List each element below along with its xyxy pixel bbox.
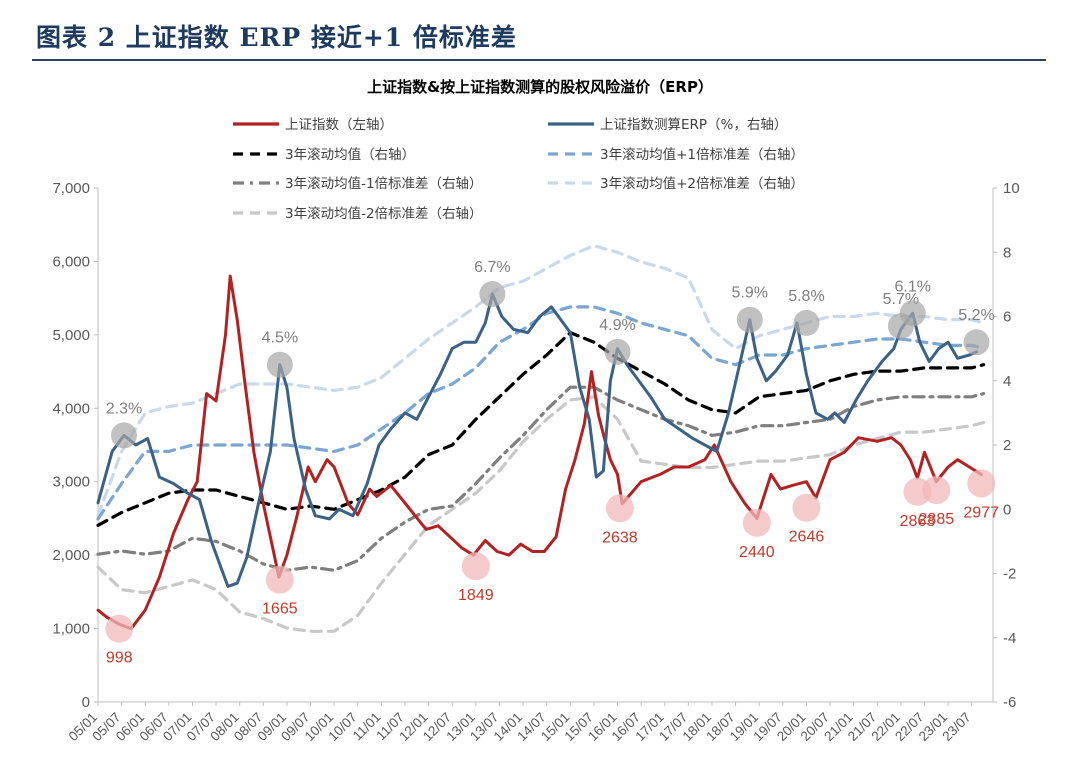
peak-marker [479,281,506,308]
peak-label: 6.7% [474,259,510,276]
y-right-tick-label: 10 [1003,180,1020,197]
trough-marker [605,494,634,523]
legend-label: 上证指数（左轴） [285,117,393,133]
peak-label: 5.2% [958,307,994,324]
trough-marker [742,508,771,537]
peak-marker [736,306,763,333]
annotations: 2.3%4.5%6.7%4.9%5.9% 5.8% 5.7%6.1%5.2%9981… [105,259,999,667]
y-left-tick-label: 1,000 [52,621,90,638]
peak-label: 4.5% [262,330,298,347]
trough-marker [105,614,134,643]
header-rule [32,59,1046,61]
y-right-tick-label: 6 [1003,309,1011,326]
peak-marker [899,300,926,327]
y-right-tick-label: 0 [1003,501,1011,518]
y-left-tick-label: 2,000 [52,547,90,564]
peak-marker [793,309,820,336]
series-line-5 [96,244,986,518]
trough-marker [922,476,951,505]
y-left-tick-label: 5,000 [52,327,90,344]
legend: 上证指数（左轴） 上证指数测算ERP（%，右轴） 3年滚动均值（右轴） 3年滚动均值+… [233,117,804,222]
legend-label: 3年滚动均值+2倍标准差（右轴） [600,175,804,192]
trough-marker [265,565,294,594]
peak-marker [110,422,137,449]
trough-label: 2977 [963,504,999,521]
series-line-4 [96,385,986,572]
series-line-1 [96,292,978,588]
peak-label: 5.8% [788,288,824,305]
y-right-tick-label: 8 [1003,244,1011,261]
legend-label: 上证指数测算ERP（%，右轴） [600,117,787,133]
y-right-tick-label: -4 [1003,630,1016,647]
axes: 0 1,000 2,000 3,000 4,000 5,000 6,000 7,000 -6 -4… [52,180,1019,744]
legend-label: 3年滚动均值（右轴） [285,146,415,163]
legend-label: 3年滚动均值+1倍标准差（右轴） [600,146,804,163]
peak-label: 5.9% [732,285,768,302]
peak-label: 6.1% [894,278,930,295]
band-lines [96,244,986,633]
trough-label: 998 [106,650,133,667]
y-left-tick-label: 6,000 [52,253,90,270]
peak-label: 4.9% [599,317,635,334]
peak-marker [604,338,631,365]
y-right-tick-label: -2 [1003,566,1016,583]
main-lines [96,274,983,631]
trough-label: 1665 [262,601,298,618]
y-left-tick-label: 4,000 [52,400,90,417]
chart-title: 上证指数&按上证指数测算的股权风险溢价（ERP） [367,78,713,96]
y-right-tick-label: 4 [1003,373,1011,390]
trough-label: 2646 [789,529,825,546]
y-right-tick-label: -6 [1003,694,1016,711]
y-left-tick-label: 0 [82,694,90,711]
peak-marker [266,351,293,378]
trough-marker [792,493,821,522]
series-line-3 [96,305,986,521]
trough-label: 2440 [739,544,775,561]
legend-label: 3年滚动均值-2倍标准差（右轴） [285,205,483,222]
trough-label: 1849 [458,587,494,604]
y-right-tick-label: 2 [1003,437,1011,454]
trough-label: 2863 [900,513,936,530]
peak-label: 2.3% [106,400,142,417]
series-line-2 [96,331,986,527]
peak-marker [963,329,990,356]
legend-label: 3年滚动均值-1倍标准差（右轴） [285,175,483,192]
y-left-tick-label: 3,000 [52,474,90,491]
figure-title: 图表 2 上证指数 ERP 接近+1 倍标准差 [36,23,517,52]
trough-marker [461,552,490,581]
series-line-6 [96,395,986,633]
trough-label: 2638 [602,529,638,546]
trough-label: 2885 [919,511,955,528]
series-line-0 [96,274,983,631]
figure-header: 图表 2 上证指数 ERP 接近+1 倍标准差 [36,18,517,58]
trough-marker [967,469,996,498]
y-left-tick-label: 7,000 [52,180,90,197]
